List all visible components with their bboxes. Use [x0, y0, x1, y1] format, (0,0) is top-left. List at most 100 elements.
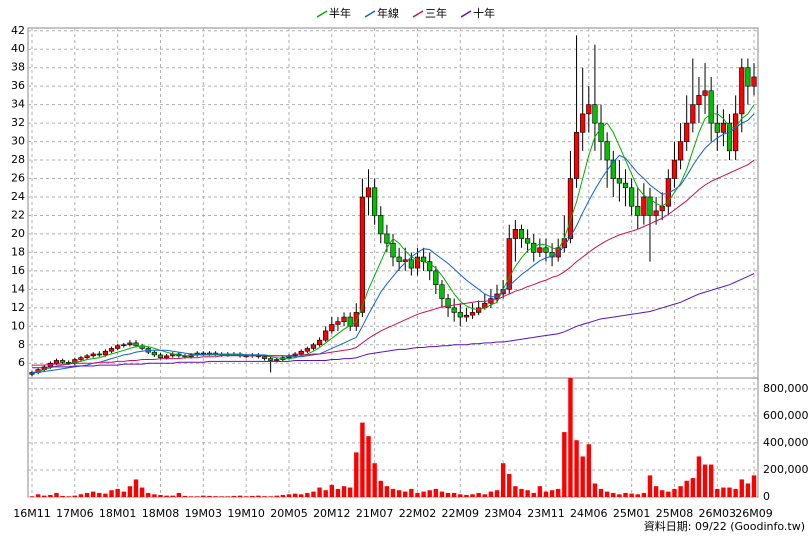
volume-bar	[158, 494, 163, 497]
volume-bar	[617, 494, 622, 497]
candle-body	[671, 159, 678, 179]
candle-body	[708, 90, 714, 124]
volume-bar	[170, 495, 175, 497]
volume-bar	[317, 487, 322, 497]
volume-bar	[598, 488, 604, 497]
volume-bar	[513, 486, 518, 497]
y-tick-label: 26	[11, 172, 25, 185]
volume-bar	[562, 432, 567, 497]
y-tick-label: 42	[11, 24, 25, 37]
volume-bar	[97, 492, 102, 497]
candle-body	[647, 196, 653, 216]
volume-bar	[543, 491, 549, 497]
volume-bar	[396, 490, 402, 497]
volume-bar	[341, 486, 347, 497]
volume-bar	[366, 436, 371, 497]
volume-bar	[84, 492, 90, 497]
volume-bar	[635, 494, 640, 497]
volume-bar	[702, 464, 708, 497]
candle-body	[457, 312, 463, 318]
x-tick-label: 23M11	[527, 507, 565, 520]
volume-bar	[103, 493, 108, 497]
volume-bar	[623, 492, 628, 497]
candle-body	[66, 362, 72, 364]
candle-body	[573, 132, 580, 179]
candle-body	[720, 122, 727, 133]
volume-bar	[78, 494, 84, 497]
volume-bar	[127, 486, 133, 497]
candle-body	[310, 344, 317, 349]
candle-body	[641, 196, 647, 216]
volume-bar	[592, 483, 598, 497]
volume-bar	[311, 491, 316, 497]
candle-body	[200, 352, 206, 355]
volume-bar	[280, 494, 286, 497]
volume-bar	[305, 492, 310, 497]
volume-bar	[415, 492, 420, 497]
volume-bar	[152, 494, 157, 497]
volume-bar	[72, 495, 78, 497]
candle-body	[518, 229, 525, 239]
volume-bar	[347, 487, 353, 497]
candle-body	[506, 238, 512, 290]
volume-bar	[390, 488, 396, 497]
y-tick-label: 36	[11, 79, 25, 92]
legend-swatch	[364, 10, 376, 18]
volume-bar	[262, 496, 267, 497]
volume-bar	[195, 496, 200, 497]
candle-body	[696, 95, 702, 105]
volume-bar	[556, 488, 561, 497]
candle-body	[598, 122, 604, 142]
volume-bar	[537, 486, 543, 497]
volume-bar	[201, 495, 206, 497]
legend-swatch	[460, 10, 472, 18]
y-tick-label: 8	[18, 338, 25, 351]
volume-bar	[292, 493, 298, 497]
volume-bar	[384, 486, 390, 497]
volume-bar	[329, 484, 335, 497]
volume-bar	[421, 491, 426, 497]
candle-body	[108, 348, 115, 352]
candle-body	[133, 342, 139, 346]
volume-bar	[666, 491, 671, 497]
candle-body	[102, 350, 109, 356]
candle-body	[604, 141, 610, 161]
volume-bar	[354, 452, 359, 497]
candle-body	[451, 307, 457, 313]
volume-bar	[629, 493, 634, 497]
volume-bar	[403, 491, 408, 497]
candle-body	[384, 233, 390, 244]
candle-body	[751, 76, 757, 87]
candle-body	[53, 360, 60, 364]
y-tick-label: 20	[11, 227, 25, 240]
volume-tick-label: 800,000	[763, 382, 808, 395]
x-tick-label: 25M08	[656, 507, 694, 520]
x-tick-label: 18M01	[99, 507, 137, 520]
candle-body	[298, 350, 304, 355]
x-tick-label: 19M10	[227, 507, 265, 520]
volume-bar	[525, 490, 530, 497]
volume-bar	[35, 494, 41, 497]
x-tick-label: 22M02	[399, 507, 437, 520]
candle-body	[445, 298, 451, 309]
candle-body	[610, 159, 616, 179]
candle-body	[396, 256, 402, 262]
volume-bar	[727, 487, 732, 497]
volume-bar	[139, 487, 145, 497]
candle-body	[268, 358, 274, 361]
candle-body	[323, 330, 329, 341]
volume-bar	[42, 495, 47, 497]
volume-bar	[360, 422, 365, 497]
y-tick-label: 34	[11, 98, 25, 111]
volume-tick-label: 0	[763, 490, 770, 503]
volume-bar	[458, 494, 463, 497]
candle-body	[586, 104, 592, 115]
candle-body	[347, 316, 353, 327]
legend-label: 半年	[329, 6, 351, 20]
candle-body	[433, 270, 439, 286]
candle-body	[702, 90, 708, 96]
volume-bar	[672, 488, 677, 497]
candle-body	[684, 122, 690, 142]
x-tick-label: 23M04	[484, 507, 522, 520]
